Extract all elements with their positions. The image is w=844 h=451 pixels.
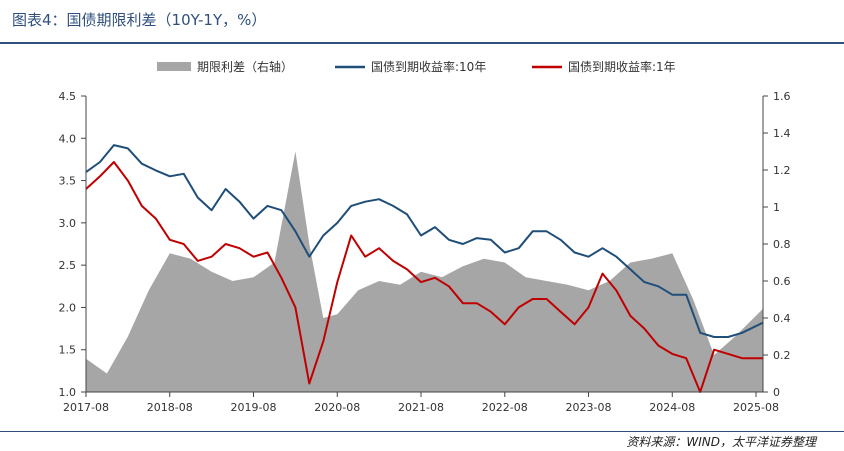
right-tick-label: 0.4 xyxy=(773,312,791,325)
source-note: 资料来源：WIND，太平洋证券整理 xyxy=(626,435,816,449)
spread-area xyxy=(86,151,763,392)
figure-header: 图表4：国债期限利差（10Y-1Y，%） xyxy=(0,0,844,42)
x-tick-label: 2024-08 xyxy=(649,401,695,414)
figure-title: 图表4：国债期限利差（10Y-1Y，%） xyxy=(12,11,267,29)
yield-1y-line xyxy=(85,161,763,393)
left-tick-label: 2.0 xyxy=(59,301,77,314)
title-rule xyxy=(0,42,844,44)
x-tick-label: 2023-08 xyxy=(566,401,612,414)
legend-label-spread: 期限利差（右轴） xyxy=(197,59,293,74)
x-tick-label: 2018-08 xyxy=(147,401,193,414)
right-tick-label: 0.8 xyxy=(773,238,791,251)
legend-label-10y: 国债到期收益率:10年 xyxy=(371,59,486,74)
x-tick-label: 2020-08 xyxy=(314,401,360,414)
legend-swatch-spread xyxy=(157,62,191,71)
bottom-rule xyxy=(0,431,844,432)
right-tick-label: 1 xyxy=(773,201,780,214)
right-tick-label: 1.2 xyxy=(773,164,791,177)
x-tick-label: 2017-08 xyxy=(63,401,109,414)
left-tick-label: 2.5 xyxy=(59,259,77,272)
left-tick-label: 4.5 xyxy=(59,90,77,103)
x-tick-label: 2022-08 xyxy=(482,401,528,414)
right-tick-label: 0.2 xyxy=(773,349,791,362)
x-tick-label: 2025-08 xyxy=(733,401,779,414)
left-tick-label: 1.0 xyxy=(59,386,77,399)
yield-10y-line xyxy=(85,144,764,338)
x-tick-label: 2021-08 xyxy=(398,401,444,414)
right-tick-label: 0 xyxy=(773,386,780,399)
left-tick-label: 3.0 xyxy=(59,217,77,230)
right-tick-label: 1.4 xyxy=(773,127,791,140)
right-tick-label: 1.6 xyxy=(773,90,791,103)
legend-label-1y: 国债到期收益率:1年 xyxy=(568,59,676,74)
left-tick-label: 1.5 xyxy=(59,344,77,357)
x-tick-label: 2019-08 xyxy=(231,401,277,414)
yield-spread-chart: 1.0 1.5 2.0 2.5 3.0 3.5 4.0 4.5 0 0.2 0.4 0.6 0.8 1 1.… xyxy=(59,59,791,414)
right-tick-label: 0.6 xyxy=(773,275,791,288)
left-tick-label: 3.5 xyxy=(59,175,77,188)
left-tick-label: 4.0 xyxy=(59,132,77,145)
